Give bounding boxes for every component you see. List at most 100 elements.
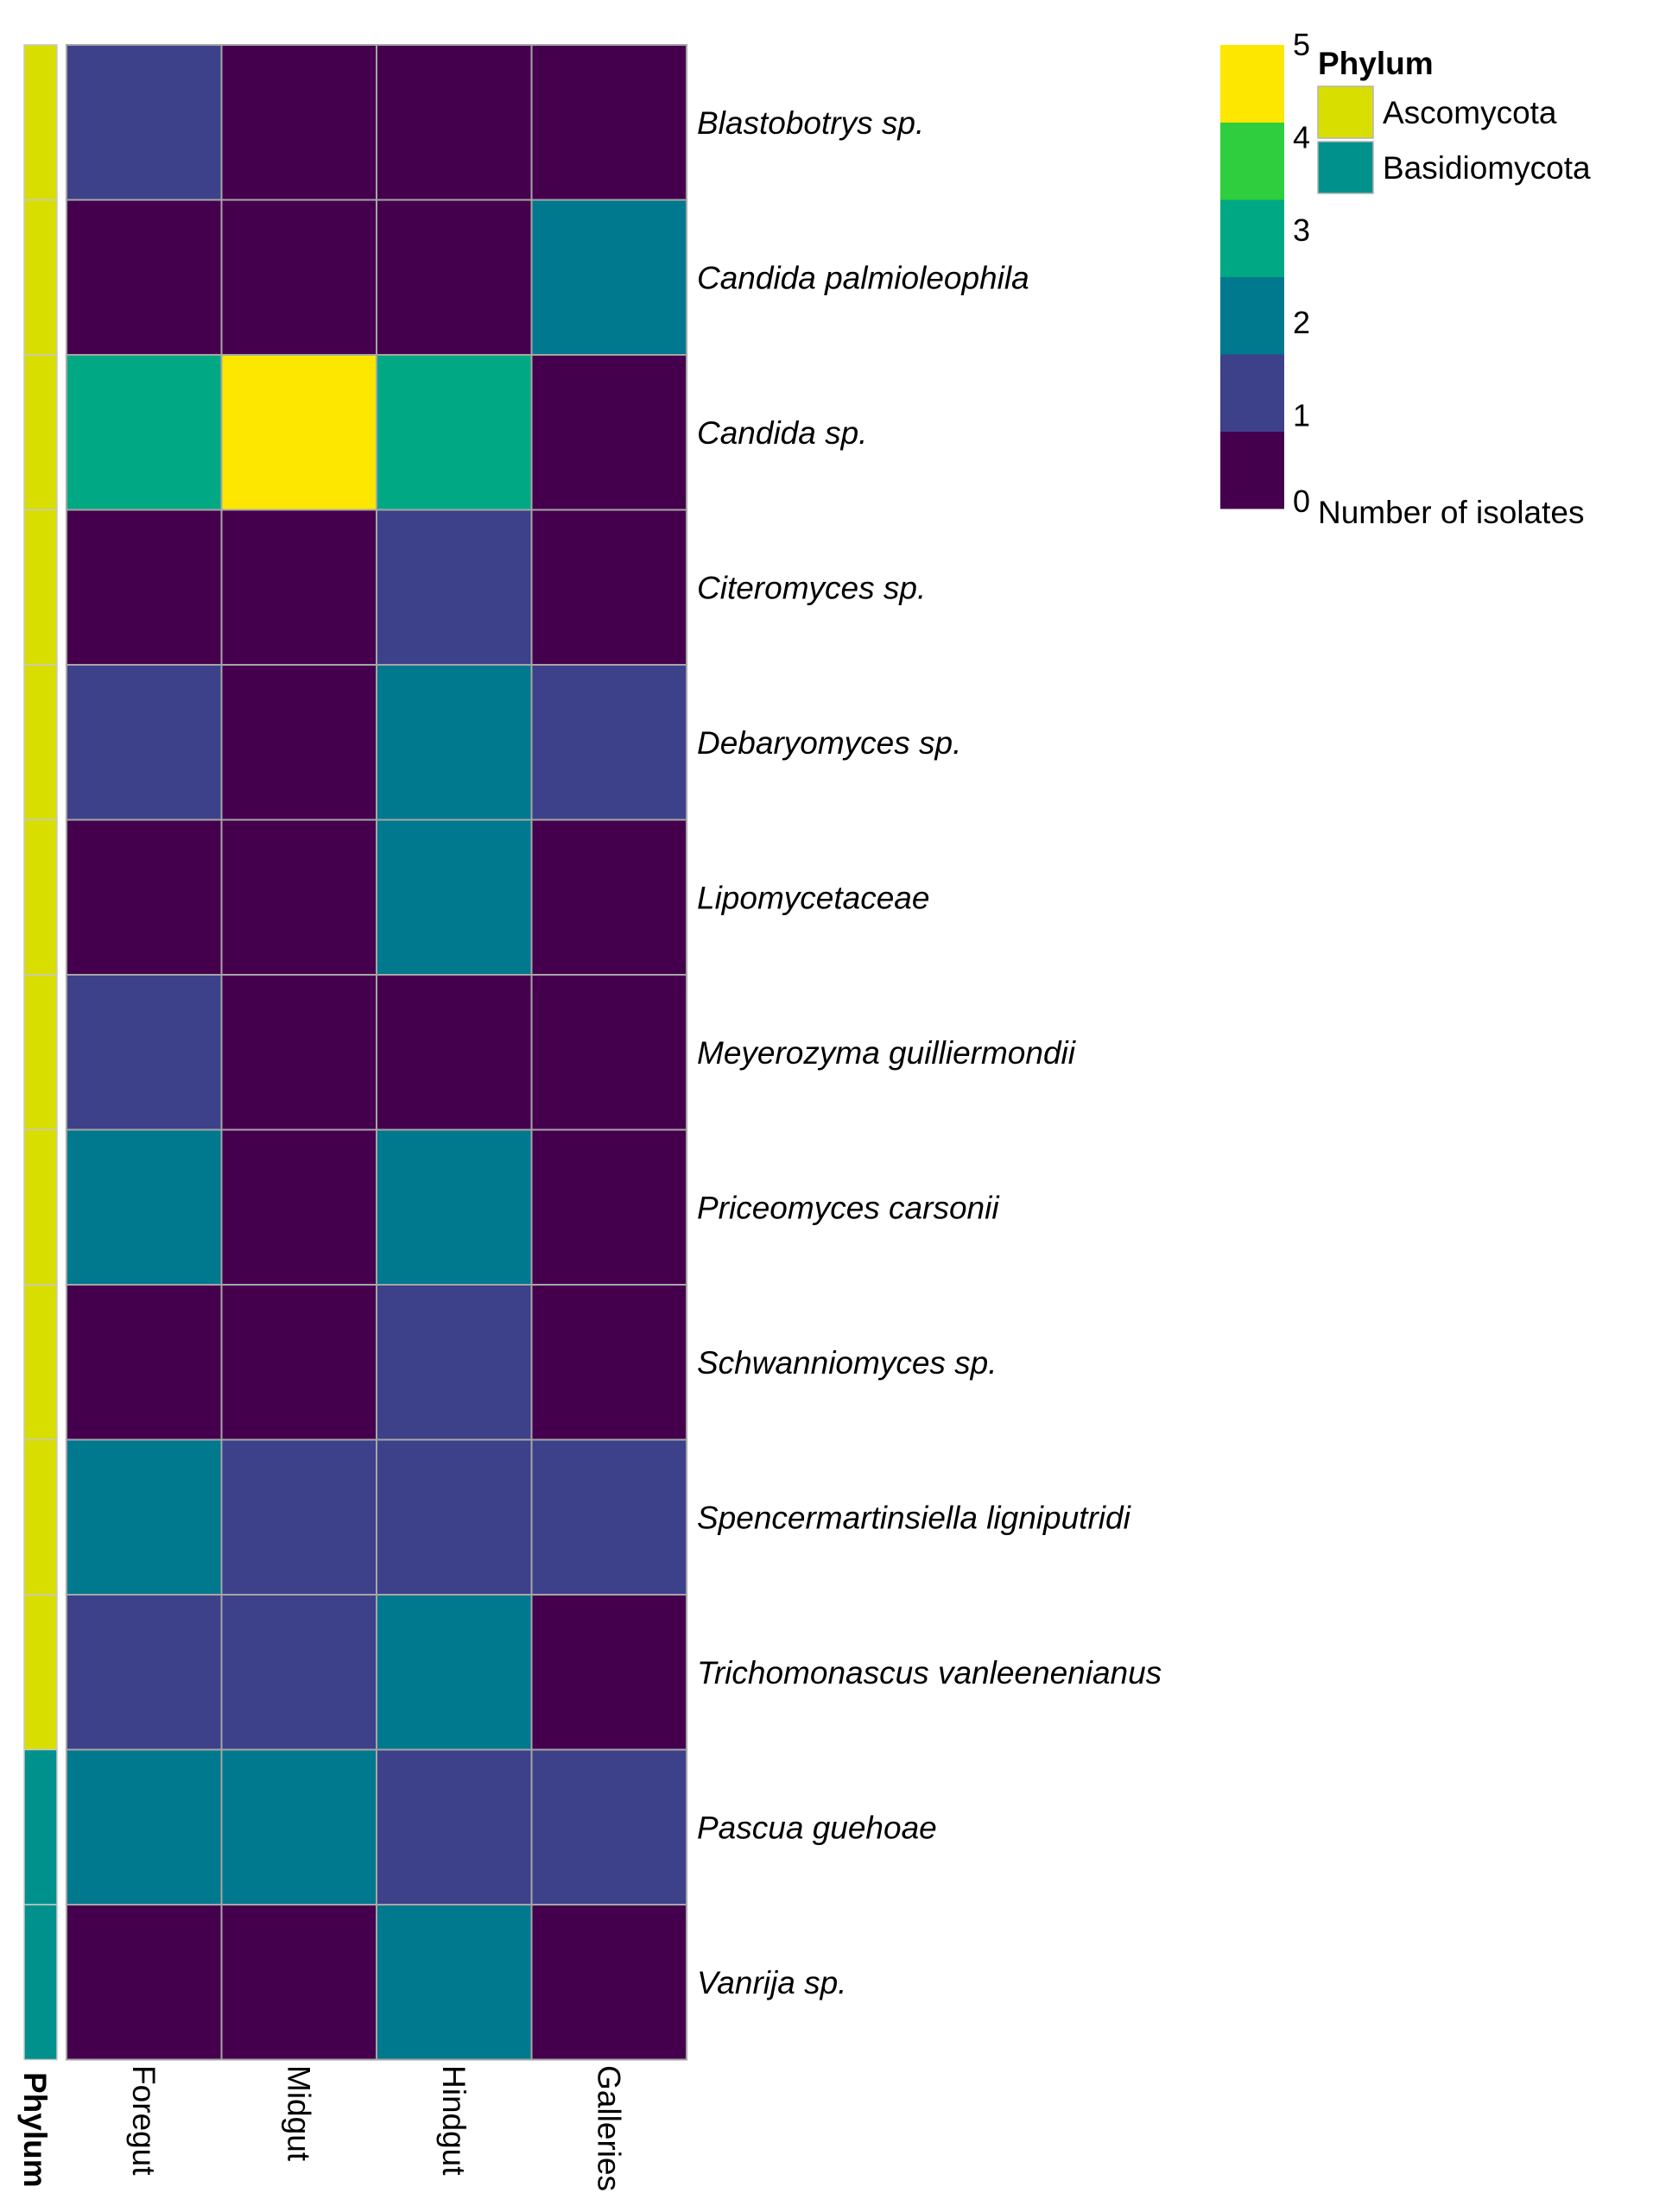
- row-label: Spencermartinsiella ligniputridi: [697, 1500, 1132, 1535]
- phylum-bar-segment: [23, 664, 58, 821]
- heatmap-cell: [66, 1594, 223, 1751]
- color-scale-tick-label: 4: [1293, 119, 1310, 155]
- heatmap-cell: [376, 1284, 533, 1441]
- heatmap-cell: [66, 199, 223, 356]
- heatmap-cell: [376, 1904, 533, 2061]
- row-label: Lipomycetaceae: [697, 880, 929, 915]
- heatmap-cell: [530, 199, 687, 356]
- row-label: Vanrija sp.: [697, 1965, 846, 2000]
- heatmap-cell: [530, 44, 687, 201]
- heatmap-cell: [530, 1594, 687, 1751]
- row-label: Priceomyces carsonii: [697, 1190, 1000, 1225]
- heatmap-cell: [376, 1748, 533, 1905]
- heatmap-cell: [220, 199, 377, 356]
- heatmap-cell: [66, 44, 223, 201]
- row-label: Candida palmioleophila: [697, 260, 1029, 295]
- phylum-legend-title: Phylum: [1318, 46, 1434, 81]
- heatmap-cell: [530, 1748, 687, 1905]
- phylum-bar-segment: [23, 354, 58, 511]
- heatmap-cell: [530, 664, 687, 821]
- heatmap-cell: [220, 664, 377, 821]
- heatmap-cell: [66, 509, 223, 666]
- heatmap-cell: [220, 1904, 377, 2061]
- phylum-axis-label: Phylum: [17, 2072, 53, 2188]
- color-scale-tick-label: 3: [1293, 212, 1310, 248]
- heatmap-cell: [220, 1128, 377, 1286]
- heatmap-cell: [66, 974, 223, 1131]
- phylum-bar-segment: [23, 974, 58, 1131]
- heatmap-cell: [530, 1284, 687, 1441]
- heatmap-cell: [376, 1128, 533, 1286]
- heatmap-cell: [530, 354, 687, 511]
- heatmap-cell: [376, 354, 533, 511]
- phylum-bar-segment: [23, 1748, 58, 1905]
- phylum-bar-segment: [23, 818, 58, 976]
- color-scale-swatch: [1220, 45, 1284, 123]
- row-label: Blastobotrys sp.: [697, 105, 924, 141]
- heatmap-cell: [66, 1904, 223, 2061]
- color-scale-swatch: [1220, 354, 1284, 432]
- heatmap-cell: [376, 1438, 533, 1596]
- phylum-bar-segment: [23, 1284, 58, 1441]
- row-labels: Blastobotrys sp. Candida palmioleophila Ca…: [697, 105, 1162, 2000]
- row-label: Candida sp.: [697, 415, 867, 451]
- heatmap-cell: [66, 354, 223, 511]
- color-scale-legend: 5 4 3 2 1 0: [1220, 27, 1310, 519]
- color-scale-tick-label: 1: [1293, 398, 1310, 433]
- phylum-bar-segment: [23, 1438, 58, 1596]
- phylum-bar-segment: [23, 44, 58, 201]
- heatmap-cell: [220, 44, 377, 201]
- color-scale-tick-label: 2: [1293, 305, 1310, 340]
- row-label: Trichomonascus vanleenenianus: [697, 1655, 1162, 1691]
- column-label: Galleries: [591, 2065, 626, 2191]
- heatmap-cell: [530, 1904, 687, 2061]
- heatmap-cell: [376, 1594, 533, 1751]
- heatmap-cell: [220, 818, 377, 976]
- heatmap-cell: [376, 974, 533, 1131]
- color-scale-swatch: [1220, 199, 1284, 277]
- phylum-legend-label: Ascomycota: [1383, 95, 1557, 130]
- color-scale-title: Number of isolates: [1318, 495, 1584, 530]
- heatmap-cell: [220, 1594, 377, 1751]
- heatmap-cell: [66, 1284, 223, 1441]
- phylum-bar-segment: [23, 509, 58, 666]
- column-label: Hindgut: [436, 2065, 472, 2176]
- heatmap-cell: [530, 1128, 687, 1286]
- heatmap-cell: [220, 354, 377, 511]
- heatmap-cell: [66, 1748, 223, 1905]
- column-labels: Foregut Midgut Hindgut Galleries: [126, 2065, 627, 2191]
- color-scale-swatch: [1220, 431, 1284, 509]
- phylum-bar-segment: [23, 1594, 58, 1751]
- row-label: Pascua guehoae: [697, 1810, 937, 1845]
- heatmap-cell: [376, 199, 533, 356]
- phylum-legend-swatch: [1317, 141, 1374, 194]
- heatmap-cell: [530, 818, 687, 976]
- heatmap-cell: [220, 1748, 377, 1905]
- color-scale-tick-label: 5: [1293, 27, 1310, 62]
- heatmap-cell: [220, 1284, 377, 1441]
- phylum-legend-swatch: [1317, 85, 1374, 139]
- heatmap-cell: [530, 974, 687, 1131]
- heatmap-cell: [530, 509, 687, 666]
- column-label: Foregut: [126, 2065, 162, 2176]
- phylum-bar-segment: [23, 1128, 58, 1286]
- heatmap-cell: [66, 1438, 223, 1596]
- heatmap-cells: [66, 44, 687, 2061]
- heatmap-cell: [530, 1438, 687, 1596]
- heatmap-cell: [376, 509, 533, 666]
- phylum-legend-label: Basidiomycota: [1383, 150, 1591, 186]
- phylum-bar-segment: [23, 1904, 58, 2061]
- heatmap-cell: [376, 664, 533, 821]
- color-scale-swatch: [1220, 276, 1284, 355]
- phylum-annotation-bar: [23, 44, 58, 2061]
- phylum-legend: Phylum Ascomycota Basidiomycota: [1317, 46, 1591, 194]
- row-label: Meyerozyma guilliermondii: [697, 1035, 1077, 1071]
- row-label: Debaryomyces sp.: [697, 725, 961, 761]
- heatmap-cell: [376, 818, 533, 976]
- row-label: Schwanniomyces sp.: [697, 1345, 998, 1381]
- phylum-bar-segment: [23, 199, 58, 356]
- heatmap-cell: [376, 44, 533, 201]
- column-label: Midgut: [281, 2065, 316, 2162]
- heatmap-cell: [66, 1128, 223, 1286]
